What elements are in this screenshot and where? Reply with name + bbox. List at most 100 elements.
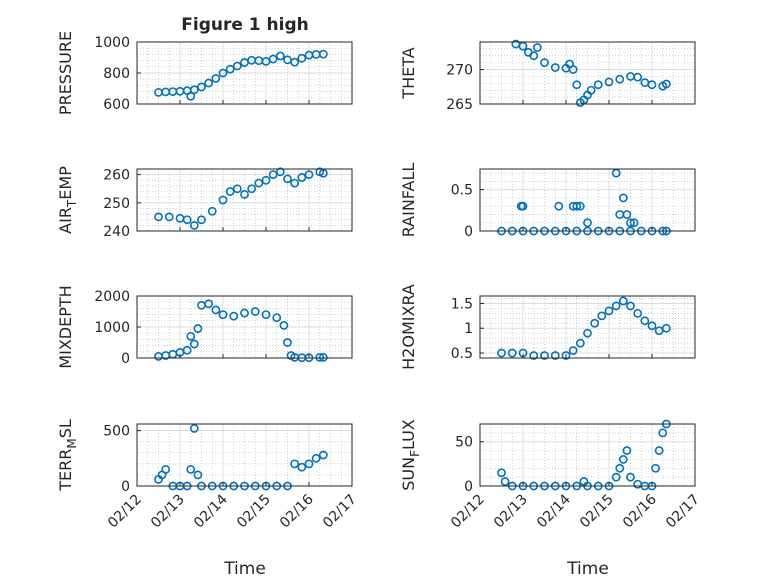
data-point: [290, 57, 300, 67]
data-point: [229, 311, 239, 321]
data-point: [618, 296, 628, 306]
y-tick-label: 265: [446, 97, 473, 113]
data-point: [615, 74, 625, 84]
data-point: [550, 63, 560, 72]
data-point: [268, 170, 278, 180]
x-tick-label: 02/13: [491, 492, 531, 532]
data-point: [629, 218, 639, 228]
data-point: [297, 173, 307, 182]
data-point: [268, 54, 278, 64]
axes-box: [479, 41, 696, 105]
data-point: [561, 351, 571, 360]
data-point: [211, 305, 221, 315]
data-point: [622, 446, 632, 455]
data-point: [597, 311, 607, 321]
y-axis-label: PRESSURE: [56, 31, 75, 115]
data-point: [315, 352, 325, 362]
data-point: [254, 178, 264, 188]
data-point: [575, 338, 585, 348]
data-point: [633, 308, 643, 318]
data-point: [225, 187, 235, 196]
data-point: [611, 301, 621, 311]
data-point: [529, 51, 539, 61]
y-axis-label: MIXDEPTH: [56, 285, 75, 368]
data-point: [211, 74, 221, 83]
data-point: [575, 201, 585, 211]
y-tick-label: 800: [103, 66, 130, 82]
data-point: [189, 85, 199, 95]
x-tick-label: 02/15: [234, 492, 274, 532]
y-tick-label: 1: [464, 321, 473, 337]
data-point: [275, 167, 285, 177]
data-point: [250, 307, 260, 316]
data-point: [654, 446, 664, 455]
y-axis-label: H2OMIXRA: [399, 284, 418, 370]
y-tick-label: 240: [103, 224, 130, 240]
data-point: [583, 328, 592, 338]
data-point: [554, 201, 564, 211]
data-point: [240, 189, 249, 199]
data-point: [189, 339, 199, 349]
x-tick-label: 02/16: [277, 491, 317, 531]
data-point: [189, 424, 199, 433]
y-tick-label: 260: [103, 168, 130, 184]
y-tick-label: 600: [103, 97, 130, 113]
subplot-pressure: 600 800 1000 PRESSURE: [56, 31, 353, 115]
data-point: [590, 318, 600, 328]
data-point: [275, 51, 285, 61]
subplot-theta: 265 270 THETA: [399, 39, 696, 113]
y-tick-label: 2000: [94, 289, 130, 305]
axes-box: [479, 295, 696, 359]
data-point: [532, 43, 542, 52]
data-point: [618, 455, 628, 464]
data-point: [247, 184, 257, 194]
data-point: [500, 477, 510, 486]
x-tick-label: 02/17: [663, 492, 703, 532]
y-tick-label: 250: [103, 196, 130, 212]
data-point: [540, 58, 549, 68]
x-tick-label: 02/13: [148, 492, 188, 532]
data-point: [311, 453, 321, 463]
data-point: [218, 195, 228, 205]
data-point: [529, 351, 539, 360]
data-point: [507, 348, 517, 358]
data-point: [283, 174, 292, 184]
x-tick-label: 02/17: [320, 492, 360, 532]
data-point: [283, 338, 292, 347]
data-point: [154, 212, 163, 222]
axes-box: [479, 168, 696, 232]
axes-box: [479, 423, 696, 487]
data-point: [232, 61, 242, 71]
data-point: [218, 310, 228, 319]
data-point: [304, 170, 314, 180]
data-point: [304, 459, 314, 469]
data-point: [297, 53, 307, 63]
y-tick-label: 1000: [94, 35, 130, 51]
data-point: [497, 468, 506, 478]
data-point: [626, 218, 635, 228]
data-point: [568, 65, 578, 74]
y-axis-label: RAINFALL: [399, 163, 418, 238]
subplot-rainfall: 0 0.5 RAINFALL: [399, 163, 696, 240]
data-point: [626, 472, 635, 482]
x-tick-label: 02/16: [620, 491, 660, 531]
y-axis-label: AIRTEMP: [56, 166, 79, 234]
data-point: [290, 178, 300, 188]
data-point: [182, 215, 192, 225]
data-point: [622, 210, 632, 219]
x-tick-label: 02/12: [105, 492, 145, 532]
data-point: [164, 212, 174, 222]
y-tick-label: 0: [121, 479, 130, 495]
subplot-mixdepth: 0 1000 2000 MIXDEPTH: [56, 285, 353, 369]
y-tick-label: 500: [103, 424, 130, 440]
data-point: [232, 184, 242, 194]
data-point: [611, 472, 621, 482]
data-point: [586, 85, 596, 95]
data-point: [290, 459, 300, 469]
data-point: [161, 464, 171, 474]
y-tick-label: 0: [121, 351, 130, 367]
data-point: [518, 201, 528, 211]
data-point: [518, 41, 528, 51]
